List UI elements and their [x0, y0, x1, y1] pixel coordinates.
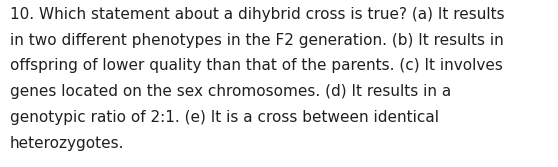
Text: heterozygotes.: heterozygotes.	[10, 136, 124, 151]
Text: genotypic ratio of 2:1. (e) It is a cross between identical: genotypic ratio of 2:1. (e) It is a cros…	[10, 110, 439, 125]
Text: offspring of lower quality than that of the parents. (c) It involves: offspring of lower quality than that of …	[10, 58, 503, 73]
Text: 10. Which statement about a dihybrid cross is true? (a) It results: 10. Which statement about a dihybrid cro…	[10, 7, 504, 22]
Text: genes located on the sex chromosomes. (d) It results in a: genes located on the sex chromosomes. (d…	[10, 84, 451, 99]
Text: in two different phenotypes in the F2 generation. (b) It results in: in two different phenotypes in the F2 ge…	[10, 33, 504, 48]
